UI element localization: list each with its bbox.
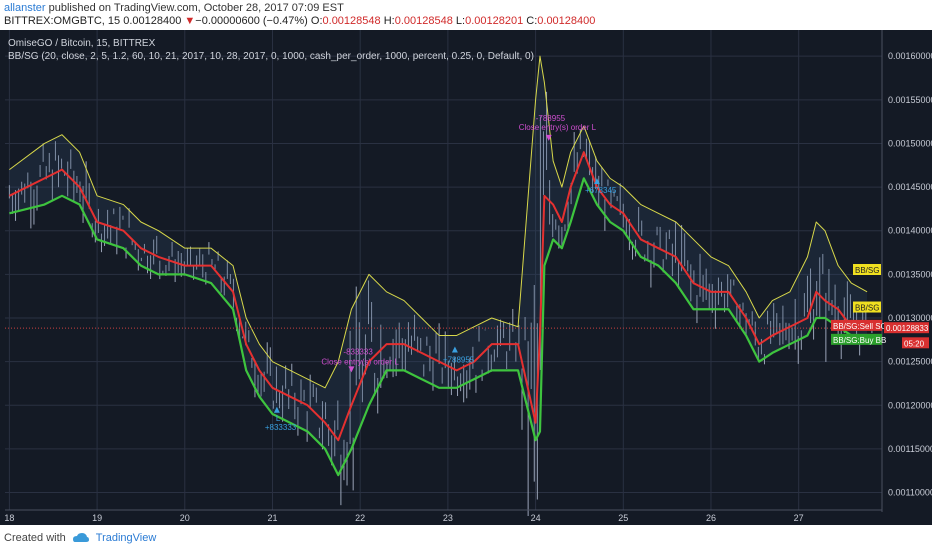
last-price: 0.00128400 <box>123 15 182 27</box>
bbsg-upper-tag-bg <box>853 264 881 275</box>
bbsg-upper-tag: BB/SG <box>855 266 879 275</box>
x-tick-label: 19 <box>92 513 102 523</box>
bbsg-lower-tag: BB/SG <box>855 304 879 313</box>
current-price-tag: 0.00128833 <box>886 324 929 333</box>
sell-text: Close entry(s) order L <box>321 357 399 366</box>
down-arrow-icon: ▼ <box>184 15 196 27</box>
tradingview-cloud-icon <box>72 533 89 542</box>
sell-arrow-icon <box>348 366 355 373</box>
y-tick-label: 0.00120000 <box>888 400 932 410</box>
sell-text: Close entry(s) order L <box>519 123 597 132</box>
chart-legend: OmiseGO / Bitcoin, 15, BITTREX BB/SG (20… <box>8 38 534 62</box>
y-tick-label: 0.00145000 <box>888 182 932 192</box>
x-tick-label: 18 <box>4 513 14 523</box>
sell-value: -833333 <box>343 347 373 356</box>
y-tick-label: 0.00125000 <box>888 357 932 367</box>
band-lines <box>5 55 882 477</box>
buy-value: +833333 <box>265 423 297 432</box>
footer: Created with TradingView <box>4 532 156 544</box>
ohlc-line: BITTREX:OMGBTC, 15 0.00128400 ▼−0.000006… <box>4 15 596 27</box>
upper-band-line <box>9 55 868 389</box>
x-tick-label: 21 <box>267 513 277 523</box>
x-tick-label: 22 <box>355 513 365 523</box>
sell-sg-tag: BB/SG:Sell SG <box>833 322 887 331</box>
high-value: 0.00128548 <box>394 15 453 27</box>
y-tick-label: 0.00150000 <box>888 138 932 148</box>
tradingview-brand[interactable]: TradingView <box>95 532 157 544</box>
buy-bb-tag-bg <box>831 333 882 345</box>
chart-title: OmiseGO / Bitcoin, 15, BITTREX <box>8 38 156 49</box>
y-tick-label: 0.00110000 <box>888 488 932 498</box>
y-tick-label: 0.00140000 <box>888 226 932 236</box>
band-fill <box>9 56 868 476</box>
current-price-tag-bg <box>884 322 929 334</box>
buy-arrow-icon <box>593 178 600 185</box>
countdown-tag: 05:20 <box>904 339 925 348</box>
x-tick-label: 23 <box>443 513 453 523</box>
buy-value: +678345 <box>585 186 617 195</box>
buy-bb-tag: BB/SG:Buy BB <box>833 336 886 345</box>
countdown-tag-bg <box>902 337 929 349</box>
basis-line <box>8 151 868 442</box>
x-tick-label: 20 <box>180 513 190 523</box>
y-tick-label: 0.00135000 <box>888 269 932 279</box>
buy-arrow-icon <box>273 406 280 413</box>
buy-label: L <box>276 414 281 423</box>
indicator-params: BB/SG (20, close, 2, 5, 1.2, 60, 10, 21,… <box>8 51 534 62</box>
x-tick-label: 26 <box>706 513 716 523</box>
sell-sg-tag-bg <box>831 319 882 331</box>
lower-band-line <box>9 177 868 477</box>
y-tick-label: 0.00160000 <box>888 51 932 61</box>
publish-line: allanster published on TradingView.com, … <box>4 2 344 14</box>
sell-arrow-icon <box>545 134 552 141</box>
symbol-label: BITTREX:OMGBTC, 15 <box>4 15 121 27</box>
created-with-label: Created with <box>4 532 66 544</box>
open-value: 0.00128548 <box>322 15 381 27</box>
y-tick-label: 0.00155000 <box>888 95 932 105</box>
price-change: −0.00000600 (−0.47%) <box>195 15 308 27</box>
x-tick-label: 27 <box>794 513 804 523</box>
x-tick-label: 25 <box>618 513 628 523</box>
low-value: 0.00128201 <box>465 15 524 27</box>
axes: 0.00160000 0.00155000 0.00150000 0.00145000… <box>4 30 932 523</box>
sell-value: -788955 <box>536 114 566 123</box>
y-tick-label: 0.00115000 <box>888 444 932 454</box>
bbsg-lower-tag-bg <box>853 301 881 313</box>
y-tick-label: 0.00130000 <box>888 313 932 323</box>
author-link[interactable]: allanster <box>4 2 46 14</box>
chart-background <box>0 30 932 525</box>
buy-arrow-icon <box>451 346 458 353</box>
x-tick-label: 24 <box>531 513 541 523</box>
close-value: 0.00128400 <box>537 15 596 27</box>
publish-text: published on TradingView.com, October 28… <box>45 2 344 14</box>
buy-value: +788955 <box>443 356 475 365</box>
